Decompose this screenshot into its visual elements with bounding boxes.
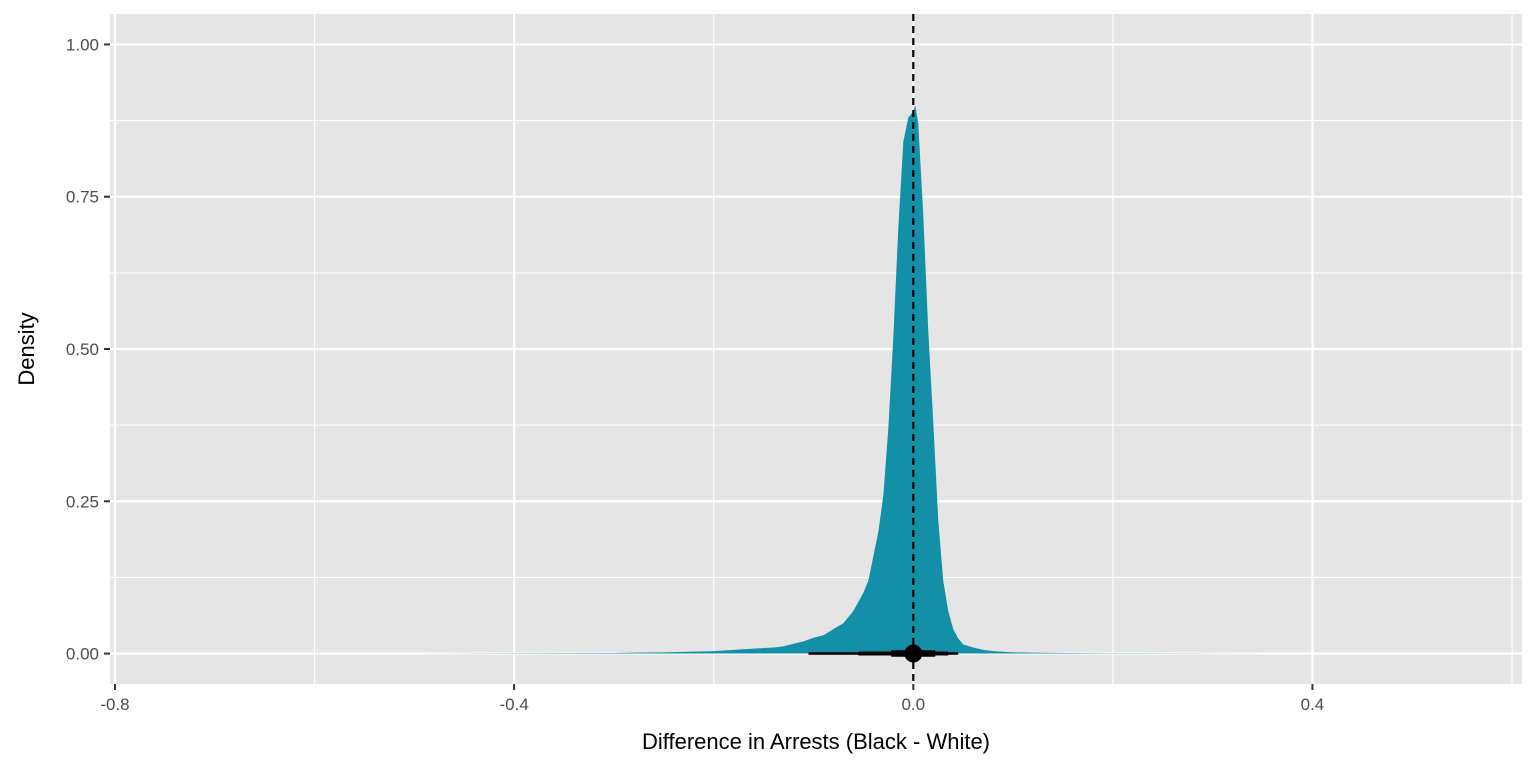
- y-tick-label: 0.50: [66, 340, 99, 359]
- y-tick-label: 0.25: [66, 492, 99, 511]
- y-axis: 0.00 0.25 0.50 0.75 1.00: [66, 35, 110, 664]
- x-axis: -0.8 -0.4 0.0 0.4: [100, 684, 1324, 714]
- x-tick-label: -0.4: [499, 695, 528, 714]
- y-tick-label: 0.75: [66, 188, 99, 207]
- x-tick-label: 0.4: [1301, 695, 1325, 714]
- x-tick-label: -0.8: [100, 695, 129, 714]
- y-tick-label: 0.00: [66, 645, 99, 664]
- x-tick-label: 0.0: [901, 695, 925, 714]
- y-axis-title: Density: [14, 312, 39, 385]
- point-interval: [808, 644, 959, 663]
- point-estimate: [904, 644, 923, 663]
- y-tick-label: 1.00: [66, 35, 99, 54]
- x-axis-title: Difference in Arrests (Black - White): [642, 729, 990, 754]
